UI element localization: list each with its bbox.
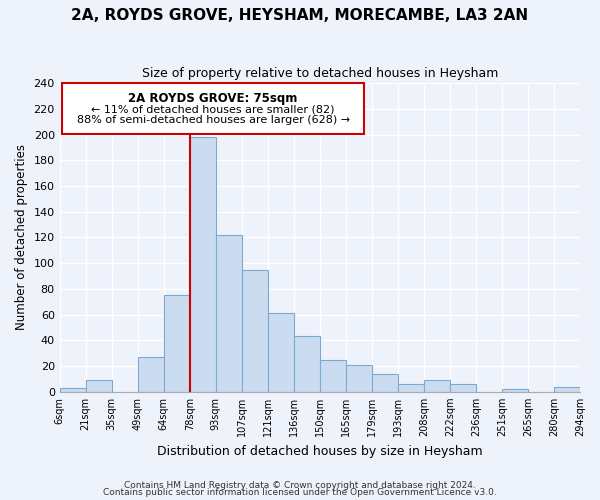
Bar — [294, 336, 320, 392]
Bar — [242, 270, 268, 392]
Bar — [320, 360, 346, 392]
Text: 88% of semi-detached houses are larger (628) →: 88% of semi-detached houses are larger (… — [77, 116, 350, 126]
Bar — [190, 137, 216, 392]
Bar — [398, 384, 424, 392]
Bar — [424, 380, 450, 392]
Bar — [450, 384, 476, 392]
Bar — [372, 374, 398, 392]
Bar — [502, 389, 528, 392]
Bar — [216, 235, 242, 392]
FancyBboxPatch shape — [62, 83, 364, 134]
Bar — [554, 386, 580, 392]
Text: Contains HM Land Registry data © Crown copyright and database right 2024.: Contains HM Land Registry data © Crown c… — [124, 480, 476, 490]
Text: ← 11% of detached houses are smaller (82): ← 11% of detached houses are smaller (82… — [91, 104, 335, 114]
Bar — [138, 357, 164, 392]
Bar — [346, 365, 372, 392]
Text: 2A ROYDS GROVE: 75sqm: 2A ROYDS GROVE: 75sqm — [128, 92, 298, 106]
Bar — [164, 296, 190, 392]
X-axis label: Distribution of detached houses by size in Heysham: Distribution of detached houses by size … — [157, 444, 482, 458]
Bar — [268, 314, 294, 392]
Bar — [86, 380, 112, 392]
Title: Size of property relative to detached houses in Heysham: Size of property relative to detached ho… — [142, 68, 498, 80]
Text: Contains public sector information licensed under the Open Government Licence v3: Contains public sector information licen… — [103, 488, 497, 497]
Text: 2A, ROYDS GROVE, HEYSHAM, MORECAMBE, LA3 2AN: 2A, ROYDS GROVE, HEYSHAM, MORECAMBE, LA3… — [71, 8, 529, 22]
Bar — [59, 388, 86, 392]
Y-axis label: Number of detached properties: Number of detached properties — [15, 144, 28, 330]
